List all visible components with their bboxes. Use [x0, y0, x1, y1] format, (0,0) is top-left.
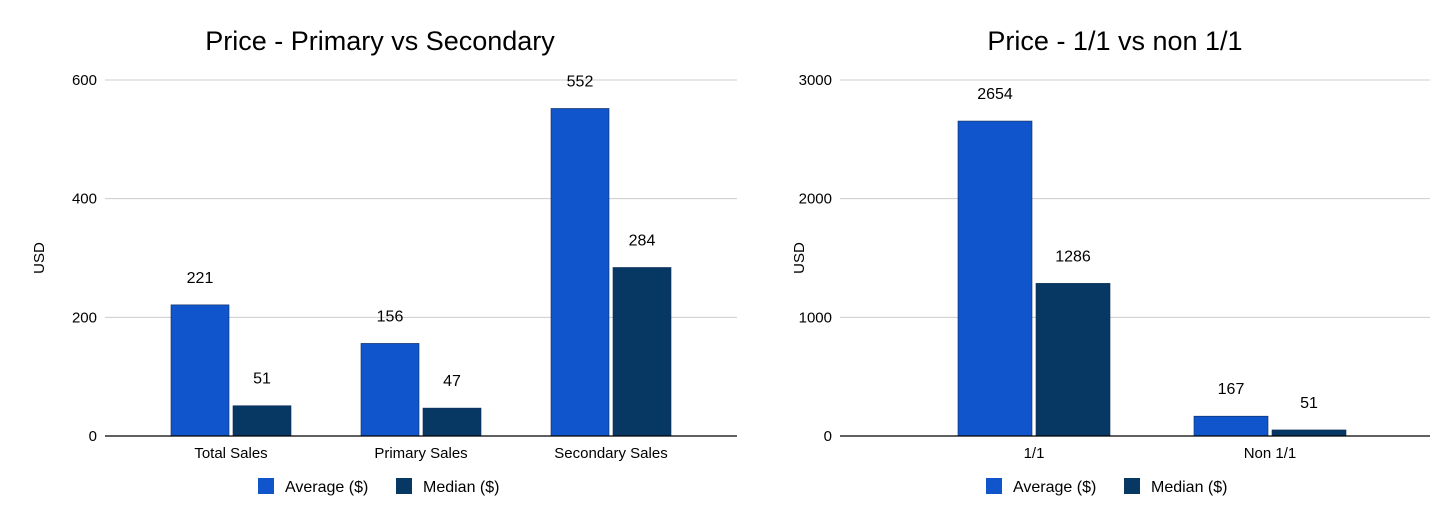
- x-tick-label: Total Sales: [194, 445, 267, 462]
- legend-swatch: [396, 478, 412, 494]
- bar-average-0: [957, 120, 1033, 437]
- bar-median-0: [232, 405, 292, 437]
- data-label: 156: [377, 308, 404, 325]
- chart-svg: Price - Primary vs Secondary USD 0 200 400 60…: [31, 26, 737, 496]
- bar-median-1: [1271, 429, 1347, 437]
- data-label: 51: [1300, 395, 1318, 412]
- bar-median-2: [612, 267, 672, 437]
- data-label: 2654: [977, 86, 1013, 103]
- bar-average-1: [1193, 415, 1269, 437]
- data-label: 552: [567, 73, 594, 90]
- y-tick-label: 400: [72, 191, 97, 208]
- chart-one-of-one-vs-non: Price - 1/1 vs non 1/1 USD 0 1000 2000 3000 26…: [760, 0, 1456, 522]
- y-tick-label: 0: [824, 428, 832, 445]
- y-tick-label: 3000: [799, 72, 832, 89]
- data-label: 51: [253, 371, 271, 388]
- legend-label: Median ($): [1151, 479, 1227, 496]
- chart-primary-vs-secondary: Price - Primary vs Secondary USD 0 200 400 60…: [31, 26, 737, 496]
- y-tick-label: 600: [72, 72, 97, 89]
- y-tick-label: 1000: [799, 309, 832, 326]
- legend-label: Median ($): [423, 479, 499, 496]
- legend-swatch: [1124, 478, 1140, 494]
- bar-median-1: [422, 407, 482, 437]
- bar-average-1: [360, 343, 420, 437]
- y-tick-label: 200: [72, 309, 97, 326]
- y-tick-label: 2000: [799, 191, 832, 208]
- y-axis-label: USD: [31, 242, 48, 274]
- chart-title: Price - 1/1 vs non 1/1: [987, 26, 1242, 56]
- legend-label: Average ($): [285, 479, 368, 496]
- x-tick-label: Non 1/1: [1244, 445, 1297, 462]
- x-tick-label: Primary Sales: [374, 445, 467, 462]
- y-axis-label: USD: [791, 242, 808, 274]
- data-label: 167: [1218, 381, 1245, 398]
- x-tick-label: 1/1: [1024, 445, 1045, 462]
- x-tick-label: Secondary Sales: [554, 445, 667, 462]
- bar-median-0: [1035, 283, 1111, 437]
- legend-swatch: [258, 478, 274, 494]
- bar-average-2: [550, 108, 610, 437]
- data-label: 284: [629, 232, 656, 249]
- data-label: 221: [187, 270, 214, 287]
- data-label: 47: [443, 373, 461, 390]
- legend-swatch: [986, 478, 1002, 494]
- data-label: 1286: [1055, 248, 1091, 265]
- y-tick-label: 0: [89, 428, 97, 445]
- legend-label: Average ($): [1013, 479, 1096, 496]
- bar-average-0: [170, 304, 230, 437]
- chart-title: Price - Primary vs Secondary: [205, 26, 555, 56]
- chart-svg: Price - 1/1 vs non 1/1 USD 0 1000 2000 3000 26…: [791, 26, 1430, 496]
